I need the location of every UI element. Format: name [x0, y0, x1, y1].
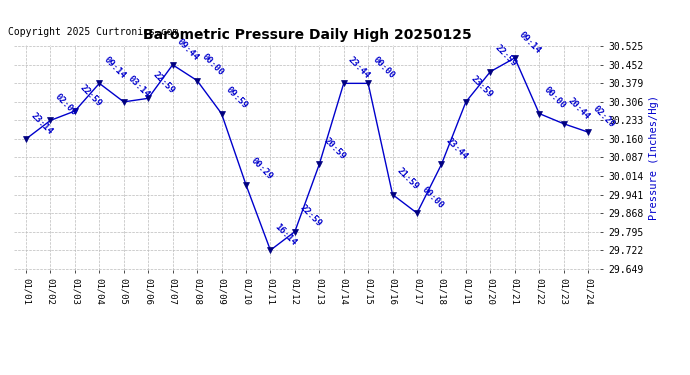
Text: 09:59: 09:59 — [224, 86, 250, 111]
Text: 00:29: 00:29 — [248, 156, 274, 182]
Text: 20:44: 20:44 — [566, 96, 592, 121]
Text: 16:14: 16:14 — [273, 222, 299, 248]
Text: 23:59: 23:59 — [469, 74, 494, 99]
Y-axis label: Pressure (Inches/Hg): Pressure (Inches/Hg) — [649, 95, 659, 220]
Text: 02:29: 02:29 — [591, 104, 616, 129]
Text: 23:14: 23:14 — [29, 111, 54, 136]
Text: 09:44: 09:44 — [175, 37, 201, 62]
Text: 00:00: 00:00 — [420, 185, 445, 210]
Title: Barometric Pressure Daily High 20250125: Barometric Pressure Daily High 20250125 — [143, 28, 471, 42]
Text: 02:00: 02:00 — [53, 92, 79, 118]
Text: 23:44: 23:44 — [444, 136, 470, 162]
Text: 22:59: 22:59 — [151, 70, 177, 96]
Text: 21:59: 21:59 — [395, 166, 421, 192]
Text: Copyright 2025 Curtronics.com: Copyright 2025 Curtronics.com — [8, 27, 178, 37]
Text: 23:44: 23:44 — [346, 55, 372, 81]
Text: 09:14: 09:14 — [102, 55, 128, 81]
Text: 00:00: 00:00 — [200, 53, 225, 78]
Text: 22:59: 22:59 — [78, 83, 103, 108]
Text: 22:59: 22:59 — [297, 204, 323, 229]
Text: 00:00: 00:00 — [371, 55, 396, 81]
Text: 03:14: 03:14 — [126, 74, 152, 99]
Text: 20:59: 20:59 — [322, 136, 347, 162]
Text: 22:59: 22:59 — [493, 44, 518, 69]
Text: 00:00: 00:00 — [542, 86, 567, 111]
Text: 09:14: 09:14 — [518, 30, 543, 55]
